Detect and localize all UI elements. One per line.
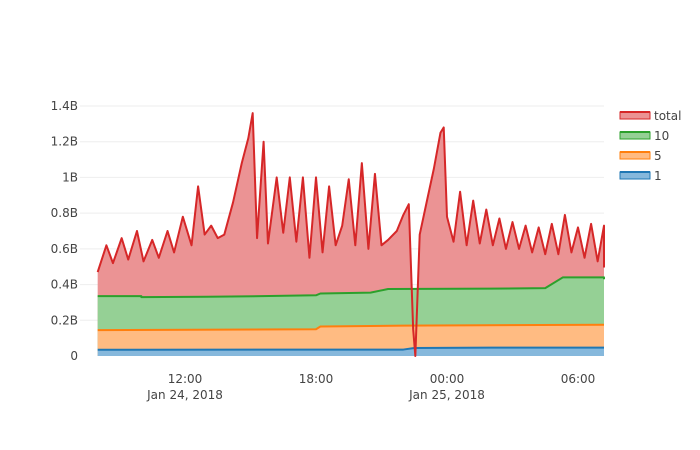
legend-swatch bbox=[619, 111, 651, 120]
y-tick-label: 1.4B bbox=[51, 99, 78, 113]
series-lines bbox=[96, 112, 605, 357]
legend[interactable]: total 10 5 1 bbox=[619, 109, 681, 183]
y-tick-label: 1.2B bbox=[51, 135, 78, 149]
legend-swatch bbox=[619, 131, 651, 140]
legend-label: total bbox=[654, 109, 681, 123]
x-tick-date-label: Jan 24, 2018 bbox=[146, 388, 223, 402]
line-series-5 bbox=[97, 323, 605, 332]
legend-swatch bbox=[619, 151, 651, 160]
x-tick-date-label: Jan 25, 2018 bbox=[408, 388, 485, 402]
y-tick-label: 0.2B bbox=[51, 313, 78, 327]
y-tick-label: 0 bbox=[70, 349, 78, 363]
legend-item-total[interactable]: total bbox=[619, 109, 681, 123]
line-series-total bbox=[96, 112, 605, 357]
legend-label: 10 bbox=[654, 129, 669, 143]
legend-item-1[interactable]: 1 bbox=[619, 169, 662, 183]
x-axis-tick-labels: 12:00 Jan 24, 2018 18:00 00:00 Jan 25, 2018 0… bbox=[146, 372, 595, 402]
x-tick-label: 18:00 bbox=[299, 372, 334, 386]
y-tick-label: 0.4B bbox=[51, 278, 78, 292]
y-tick-label: 0.8B bbox=[51, 206, 78, 220]
y-tick-label: 0.6B bbox=[51, 242, 78, 256]
legend-swatch bbox=[619, 171, 651, 180]
y-tick-label: 1B bbox=[62, 170, 78, 184]
legend-label: 5 bbox=[654, 149, 662, 163]
x-tick-label: 06:00 bbox=[561, 372, 596, 386]
x-tick-label: 00:00 bbox=[430, 372, 465, 386]
legend-label: 1 bbox=[654, 169, 662, 183]
y-axis-tick-labels: 0 0.2B 0.4B 0.6B 0.8B 1B 1.2B 1.4B bbox=[51, 99, 78, 363]
legend-item-10[interactable]: 10 bbox=[619, 129, 669, 143]
legend-item-5[interactable]: 5 bbox=[619, 149, 662, 163]
line-series-10 bbox=[97, 276, 605, 299]
x-tick-label: 12:00 bbox=[168, 372, 203, 386]
